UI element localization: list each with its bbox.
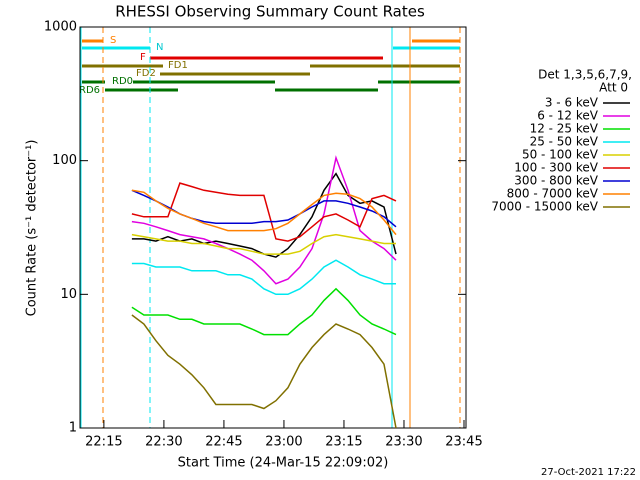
legend-label: 50 - 100 keV	[522, 148, 599, 162]
series-line	[131, 314, 397, 429]
y-tick-label: 1000	[44, 20, 77, 35]
x-tick-label: 22:30	[145, 435, 182, 450]
legend-header: Det 1,3,5,6,7,9,	[538, 68, 632, 82]
legend-label: 25 - 50 keV	[530, 135, 599, 149]
y-tick-label: 10	[60, 287, 77, 302]
legend-label: 100 - 300 keV	[514, 161, 598, 175]
flag-label: F	[140, 52, 146, 63]
x-axis-label: Start Time (24-Mar-15 22:09:02)	[178, 456, 389, 471]
plot-frame	[79, 26, 467, 429]
flag-label: RD6	[79, 85, 100, 96]
y-tick-label: 1	[69, 421, 77, 436]
legend-label: 6 - 12 keV	[537, 109, 599, 123]
flag-label: RD0	[112, 76, 133, 87]
x-tick-label: 22:45	[205, 435, 242, 450]
y-tick-label: 100	[52, 153, 77, 168]
series-line	[131, 189, 397, 236]
series-line	[131, 172, 397, 258]
x-tick-label: 23:15	[325, 435, 362, 450]
flag-label: N	[156, 42, 163, 53]
legend-label: 300 - 800 keV	[514, 174, 598, 188]
flag-label: S	[110, 35, 116, 46]
series-line	[131, 182, 397, 242]
series-line	[131, 287, 397, 336]
x-tick-label: 23:45	[445, 435, 482, 450]
x-tick-label: 23:30	[385, 435, 422, 450]
chart-title: RHESSI Observing Summary Count Rates	[115, 3, 425, 21]
flags	[82, 39, 460, 92]
series-line	[131, 155, 397, 285]
x-tick-label: 23:00	[265, 435, 302, 450]
footer: 27-Oct-2021 17:22	[541, 467, 636, 478]
legend-label: 7000 - 15000 keV	[491, 200, 598, 214]
legend-label: 3 - 6 keV	[545, 96, 599, 110]
flag-markers	[80, 27, 461, 428]
legend-label: 12 - 25 keV	[530, 122, 599, 136]
x-tick-label: 22:15	[85, 435, 122, 450]
y-axis-label: Count Rate (s⁻¹ detector⁻¹)	[25, 140, 40, 317]
legend-header: Att 0	[599, 81, 628, 95]
flag-label: FD2	[136, 68, 156, 79]
flag-label: FD1	[168, 60, 188, 71]
legend-label: 800 - 7000 keV	[507, 187, 599, 201]
series-line	[131, 233, 396, 255]
series-line	[131, 259, 396, 296]
